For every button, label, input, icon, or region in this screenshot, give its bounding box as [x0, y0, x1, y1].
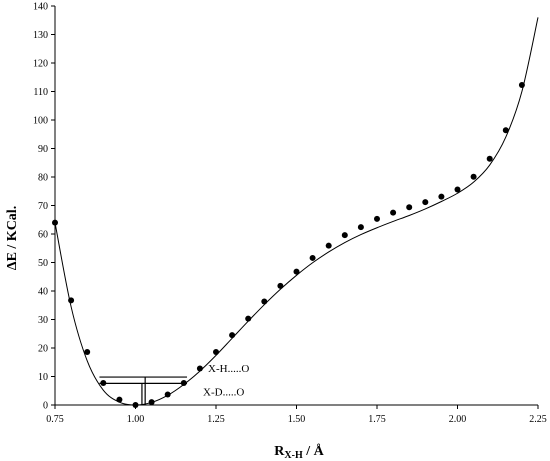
- x-axis-label-subscript: X-H: [284, 450, 303, 461]
- y-tick-label: 50: [38, 258, 48, 269]
- data-point: [406, 204, 413, 211]
- x-tick-label: 0.75: [46, 414, 64, 425]
- x-tick-label: 1.50: [288, 414, 306, 425]
- data-point: [148, 399, 155, 406]
- data-point: [325, 242, 332, 249]
- y-ticks: 0 10 20 30 40 50 60 70 80 90 100 110 120 130 140: [33, 2, 55, 412]
- y-tick-label: 70: [38, 201, 48, 212]
- data-point: [52, 219, 58, 226]
- fit-curve: [54, 17, 539, 406]
- y-tick-label: 30: [38, 315, 48, 326]
- data-point: [213, 348, 219, 355]
- y-tick-label: 140: [33, 2, 48, 13]
- data-point: [293, 268, 300, 275]
- data-point: [357, 224, 364, 231]
- annotation-label: X-H.....O: [208, 363, 249, 375]
- data-point: [454, 186, 461, 193]
- data-points: [52, 81, 525, 408]
- y-tick-label: 100: [33, 116, 48, 127]
- data-point: [277, 282, 284, 289]
- annotation-lines: [99, 376, 188, 405]
- y-tick-label: 20: [38, 344, 48, 355]
- data-point: [309, 254, 316, 261]
- series-line: [54, 17, 539, 406]
- x-ticks: 0.75 1.00 1.25 1.50 1.75 2.00 2.25: [46, 405, 547, 425]
- x-axis-label-main: R: [274, 444, 285, 459]
- data-point: [438, 193, 445, 200]
- y-tick-label: 120: [33, 59, 48, 70]
- annotation-labels: X-H.....O X-D.....O: [203, 363, 249, 398]
- data-point: [245, 315, 252, 322]
- data-point: [180, 380, 187, 387]
- axes: [54, 6, 538, 406]
- data-point: [100, 380, 107, 387]
- data-point: [164, 391, 171, 398]
- x-tick-label: 1.25: [207, 414, 225, 425]
- y-tick-label: 110: [33, 87, 48, 98]
- annotation-label: X-D.....O: [203, 386, 244, 398]
- y-axis-label: ΔE / KCal.: [5, 206, 20, 270]
- x-tick-label: 1.00: [127, 414, 145, 425]
- data-point: [422, 199, 429, 206]
- data-point: [68, 297, 75, 304]
- data-point: [261, 298, 268, 305]
- data-point: [196, 365, 203, 372]
- data-point: [390, 209, 397, 216]
- y-tick-label: 80: [38, 173, 48, 184]
- data-point: [374, 215, 380, 222]
- x-axis-label-suffix: / Å: [303, 443, 325, 459]
- y-tick-label: 90: [38, 144, 48, 155]
- data-point: [470, 173, 477, 180]
- data-point: [502, 127, 509, 134]
- y-tick-label: 10: [38, 372, 48, 383]
- y-tick-label: 60: [38, 230, 48, 241]
- y-tick-label: 0: [43, 401, 48, 412]
- data-point: [341, 232, 348, 239]
- data-point: [518, 81, 525, 88]
- data-point: [486, 155, 493, 162]
- x-tick-label: 2.25: [529, 414, 547, 425]
- data-point: [116, 396, 123, 403]
- y-tick-label: 40: [38, 287, 48, 298]
- x-tick-label: 2.00: [449, 414, 467, 425]
- x-axis-label: RX-H / Å: [274, 443, 324, 461]
- x-tick-label: 1.75: [368, 414, 386, 425]
- data-point: [229, 332, 236, 339]
- data-point: [84, 348, 91, 355]
- data-point: [132, 402, 139, 408]
- y-tick-label: 130: [33, 30, 48, 41]
